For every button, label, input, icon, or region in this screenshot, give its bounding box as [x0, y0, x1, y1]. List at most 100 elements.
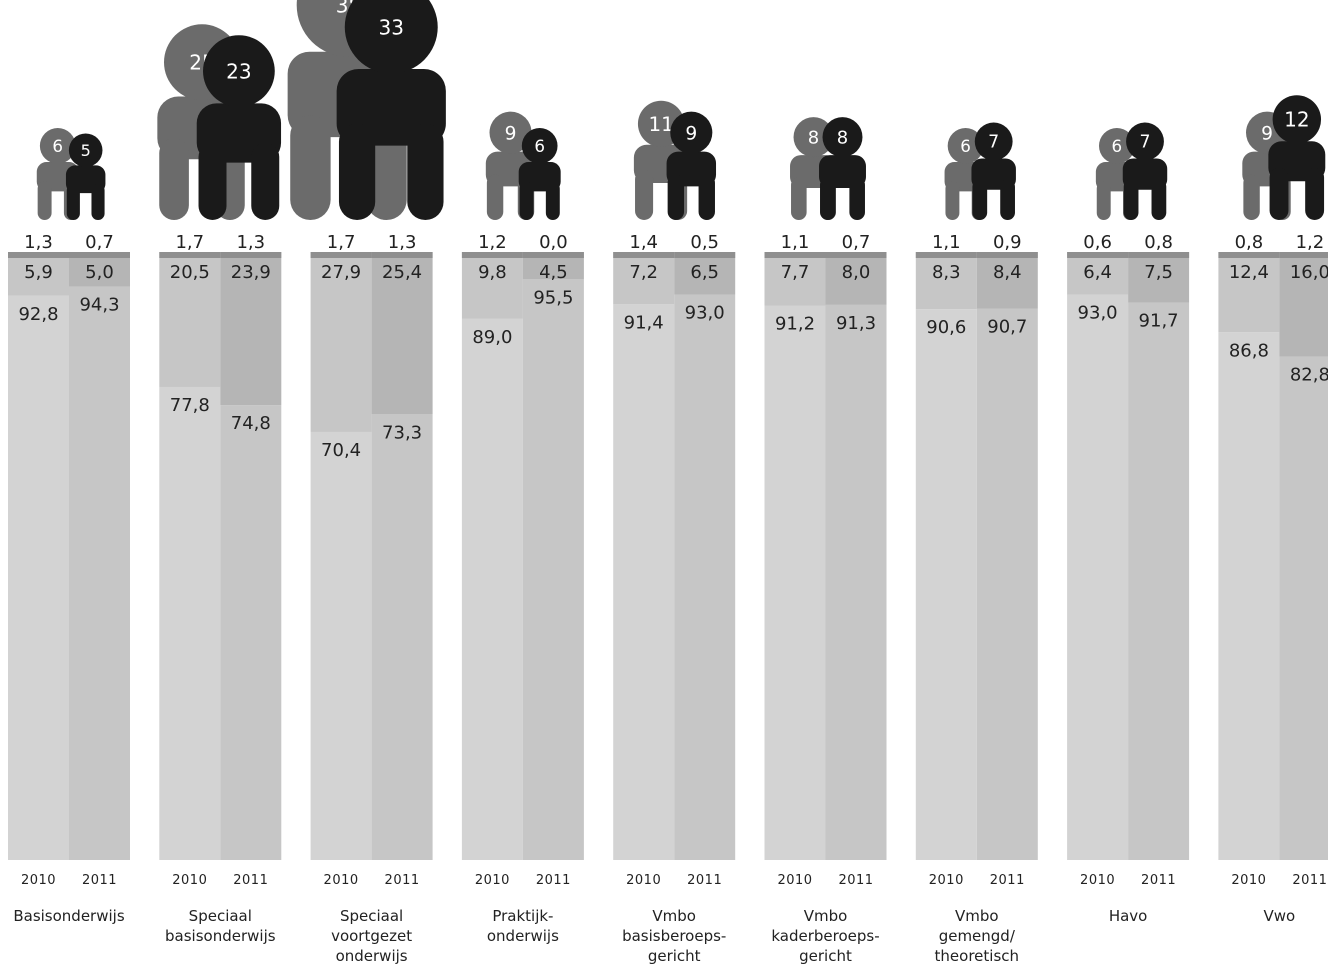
speciaal-voortgezet-onderwijs-category-label-line-1: Speciaal — [340, 907, 403, 925]
vmbo-basisberoeps-gericht-bottom-label-2011: 93,0 — [685, 303, 725, 324]
vmbo-kaderberoeps-gericht-bottom-label-2011: 91,3 — [836, 313, 876, 334]
vmbo-gemengd-theoretisch-figure-2011-head — [974, 122, 1013, 161]
vmbo-basisberoeps-gericht-figure-2010-left-leg — [635, 170, 654, 220]
vmbo-gemengd-theoretisch-bar-2010-bottom — [915, 309, 977, 861]
vmbo-gemengd-theoretisch-figure-2011-count-label: 7 — [988, 133, 999, 153]
havo-middle-label-2011: 7,5 — [1144, 262, 1173, 283]
speciaal-basisonderwijs-bottom-label-2011: 74,8 — [231, 413, 271, 434]
speciaal-basisonderwijs-category-label-line-1: Speciaal — [189, 907, 252, 925]
basisonderwijs-bottom-label-2010: 92,8 — [18, 304, 58, 325]
havo-bar-2010-middle — [1067, 252, 1129, 295]
speciaal-basisonderwijs-bar-2011-middle — [220, 252, 282, 406]
vmbo-kaderberoeps-gericht-bar-2010-middle — [764, 252, 826, 306]
praktijk-onderwijs-figure-2011-head — [521, 128, 558, 164]
basisonderwijs-year-label-2010: 2010 — [21, 873, 56, 888]
basisonderwijs-middle-label-2011: 5,0 — [85, 262, 114, 283]
speciaal-voortgezet-onderwijs-bar-2011-middle — [371, 252, 433, 415]
vmbo-kaderberoeps-gericht-figure-2011-head — [822, 117, 863, 158]
vmbo-basisberoeps-gericht-bottom-label-2010: 91,4 — [624, 312, 664, 333]
vmbo-kaderberoeps-gericht-bar-2011-middle — [825, 252, 887, 305]
basisonderwijs-bottom-label-2011: 94,3 — [79, 295, 119, 316]
vmbo-gemengd-theoretisch-bar-2011-middle — [976, 252, 1038, 309]
vwo-top-label-2010: 0,8 — [1235, 232, 1264, 253]
vwo-bar-2010-middle — [1218, 252, 1280, 333]
vmbo-basisberoeps-gericht-year-label-2010: 2010 — [626, 873, 661, 888]
praktijk-onderwijs-figure-2010-count-label: 9 — [505, 123, 517, 144]
vmbo-kaderberoeps-gericht-top-label-2010: 1,1 — [781, 232, 810, 253]
praktijk-onderwijs-figure-2011-count-label: 6 — [534, 136, 545, 156]
speciaal-voortgezet-onderwijs-middle-label-2011: 25,4 — [382, 262, 422, 283]
vmbo-gemengd-theoretisch-figure-2010-left-leg — [945, 181, 960, 220]
vmbo-basisberoeps-gericht-bar-2011-middle — [674, 252, 736, 295]
speciaal-voortgezet-onderwijs-figure-2011-head — [344, 0, 438, 74]
vmbo-gemengd-theoretisch-figure-2010-count-label: 6 — [960, 136, 971, 156]
vmbo-kaderberoeps-gericht-middle-label-2011: 8,0 — [842, 262, 871, 283]
vmbo-kaderberoeps-gericht-middle-label-2010: 7,7 — [781, 262, 810, 283]
speciaal-voortgezet-onderwijs-figure-2011-left-leg — [338, 123, 376, 220]
basisonderwijs-bar-2010-middle — [8, 252, 69, 296]
speciaal-voortgezet-onderwijs-figure-2011-count-label: 33 — [379, 15, 404, 39]
havo-bottom-label-2011: 91,7 — [1139, 310, 1179, 331]
basisonderwijs-bar-2010-top — [8, 252, 69, 258]
speciaal-basisonderwijs-figure-2010-left-leg — [159, 138, 189, 220]
vwo-year-label-2011: 2011 — [1292, 873, 1327, 888]
speciaal-basisonderwijs-bar-2010-middle — [159, 252, 221, 387]
basisonderwijs-figure-2010-left-leg — [37, 181, 52, 220]
basisonderwijs-top-label-2011: 0,7 — [85, 232, 114, 253]
vmbo-kaderberoeps-gericht-figure-2010-left-leg — [791, 177, 807, 220]
vwo-bar-2011-middle — [1279, 252, 1328, 357]
vmbo-basisberoeps-gericht-bar-2010-top — [613, 252, 675, 258]
basisonderwijs-year-label-2011: 2011 — [82, 873, 117, 888]
vmbo-kaderberoeps-gericht-bottom-label-2010: 91,2 — [775, 314, 815, 335]
praktijk-onderwijs-category-label-line-1: Praktijk- — [492, 907, 553, 925]
vwo-bottom-label-2010: 86,8 — [1229, 340, 1269, 361]
vwo-figure-2010-left-leg — [1243, 174, 1260, 220]
basisonderwijs-top-label-2010: 1,3 — [24, 232, 53, 253]
speciaal-basisonderwijs-bar-2010-bottom — [159, 386, 221, 860]
basisonderwijs-figure-2011-left-leg — [66, 183, 80, 220]
speciaal-basisonderwijs-figure-2011-right-leg — [251, 142, 280, 220]
vmbo-basisberoeps-gericht-middle-label-2010: 7,2 — [629, 262, 658, 283]
speciaal-basisonderwijs-middle-label-2011: 23,9 — [231, 262, 271, 283]
vmbo-gemengd-theoretisch-bottom-label-2010: 90,6 — [926, 317, 966, 338]
havo-figure-2011-left-leg — [1123, 179, 1139, 220]
vmbo-basisberoeps-gericht-figure-2011-head — [670, 111, 713, 154]
speciaal-voortgezet-onderwijs-figure-2010-left-leg — [290, 115, 331, 220]
speciaal-voortgezet-onderwijs-year-label-2010: 2010 — [324, 873, 359, 888]
basisonderwijs-figure-2011-count-label: 5 — [81, 141, 91, 160]
havo-figure-2011-right-leg — [1151, 179, 1167, 220]
praktijk-onderwijs-middle-label-2010: 9,8 — [478, 262, 507, 283]
speciaal-basisonderwijs-category-label-line-2: basisonderwijs — [165, 927, 276, 945]
speciaal-basisonderwijs-bar-2011-bottom — [220, 405, 282, 860]
vmbo-basisberoeps-gericht-figure-2011-right-leg — [698, 174, 715, 220]
vmbo-basisberoeps-gericht-figure-2010-count-label: 11 — [648, 113, 673, 136]
basisonderwijs-bar-2011-top — [69, 252, 130, 258]
vmbo-gemengd-theoretisch-year-label-2011: 2011 — [990, 873, 1025, 888]
basisonderwijs-middle-label-2010: 5,9 — [24, 262, 53, 283]
speciaal-voortgezet-onderwijs-bottom-label-2011: 73,3 — [382, 422, 422, 443]
speciaal-voortgezet-onderwijs-middle-label-2010: 27,9 — [321, 262, 361, 283]
havo-bottom-label-2010: 93,0 — [1078, 303, 1118, 324]
vmbo-kaderberoeps-gericht-figure-2010-count-label: 8 — [808, 128, 819, 149]
vmbo-kaderberoeps-gericht-bar-2011-top — [825, 252, 887, 258]
praktijk-onderwijs-year-label-2011: 2011 — [536, 873, 571, 888]
praktijk-onderwijs-bar-2010-top — [461, 252, 523, 258]
vmbo-gemengd-theoretisch-bar-2011-bottom — [976, 308, 1038, 860]
havo-figure-2010-head — [1098, 128, 1135, 164]
speciaal-basisonderwijs-top-label-2011: 1,3 — [236, 232, 265, 253]
praktijk-onderwijs-figure-2011-left-leg — [519, 181, 534, 220]
praktijk-onderwijs-top-label-2010: 1,2 — [478, 232, 507, 253]
basisonderwijs-figure-2011-right-leg — [91, 183, 105, 220]
havo-bar-2011-top — [1128, 252, 1190, 258]
vmbo-basisberoeps-gericht-bar-2011-top — [674, 252, 736, 258]
speciaal-voortgezet-onderwijs-bar-2011-top — [371, 252, 433, 258]
praktijk-onderwijs-figure-2010-head — [489, 111, 532, 154]
speciaal-basisonderwijs-figure-2011-left-leg — [198, 142, 227, 220]
praktijk-onderwijs-bottom-label-2010: 89,0 — [472, 327, 512, 348]
havo-figure-2010-count-label: 6 — [1112, 136, 1123, 156]
speciaal-voortgezet-onderwijs-bottom-label-2010: 70,4 — [321, 440, 361, 461]
vmbo-gemengd-theoretisch-bottom-label-2011: 90,7 — [987, 317, 1027, 338]
vmbo-basisberoeps-gericht-category-label-line-3: gericht — [648, 947, 701, 965]
basisonderwijs-figure-2010-head — [39, 128, 76, 164]
